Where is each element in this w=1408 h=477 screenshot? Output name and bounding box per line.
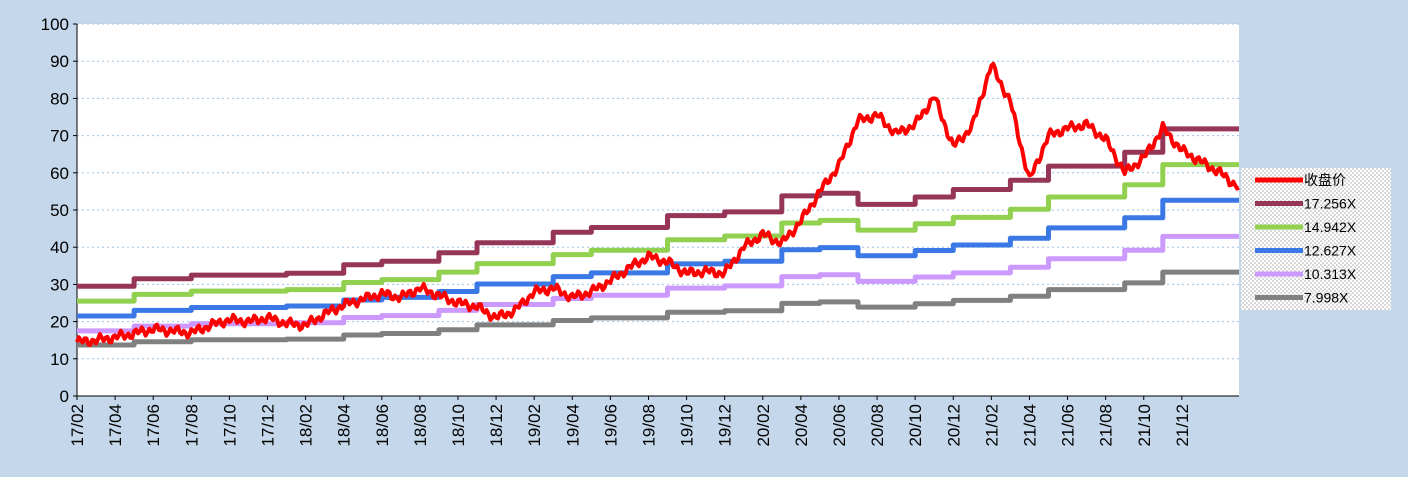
- y-tick-label: 100: [41, 15, 69, 34]
- series-line-0: [75, 61, 1240, 347]
- x-tick-label: 18/02: [297, 404, 316, 447]
- legend-label-3: 12.627X: [1304, 243, 1357, 259]
- x-tick-label: 18/06: [373, 404, 392, 447]
- y-tick-label: 40: [50, 238, 69, 257]
- x-tick-label: 20/08: [868, 404, 887, 447]
- x-tick-label: 21/02: [982, 404, 1001, 447]
- x-tick-label: 19/10: [678, 404, 697, 447]
- x-tick-label: 19/02: [525, 404, 544, 447]
- x-tick-label: 20/06: [830, 404, 849, 447]
- x-tick-label: 17/02: [68, 404, 87, 447]
- x-tick-label: 19/04: [563, 404, 582, 447]
- x-tick-label: 17/12: [258, 404, 277, 447]
- grid-lines: [77, 23, 1239, 360]
- x-tick-label: 19/06: [601, 404, 620, 447]
- y-tick-label: 60: [50, 164, 69, 183]
- x-tick-label: 20/12: [944, 404, 963, 447]
- x-tick-label: 21/12: [1173, 404, 1192, 447]
- y-tick-label: 0: [60, 387, 69, 406]
- x-tick-label: 18/10: [449, 404, 468, 447]
- x-tick-label: 17/10: [220, 404, 239, 447]
- legend-label-4: 10.313X: [1304, 266, 1357, 282]
- x-axis: 17/02 17/04 17/06 17/08 17/10 17/12 18/02 18/04…: [68, 395, 1239, 447]
- legend-label-0: 收盘价: [1304, 172, 1346, 188]
- x-tick-label: 17/04: [106, 404, 125, 447]
- legend-label-5: 7.998X: [1304, 290, 1349, 306]
- x-tick-label: 21/04: [1020, 404, 1039, 447]
- series-line-4: [77, 233, 1239, 334]
- x-tick-label: 21/06: [1059, 404, 1078, 447]
- legend-box: [1241, 168, 1391, 310]
- series-lines: [75, 61, 1240, 348]
- y-tick-label: 20: [50, 313, 69, 332]
- series-line-2: [77, 162, 1239, 304]
- x-tick-label: 19/08: [639, 404, 658, 447]
- x-tick-label: 20/04: [792, 404, 811, 447]
- y-tick-label: 80: [50, 89, 69, 108]
- y-tick-label: 70: [50, 127, 69, 146]
- x-tick-label: 21/08: [1097, 404, 1116, 447]
- legend: 收盘价 17.256X 14.942X 12.627X 10.313X 7.998X: [1241, 168, 1391, 310]
- legend-label-1: 17.256X: [1304, 196, 1357, 212]
- x-tick-label: 20/02: [754, 404, 773, 447]
- y-tick-label: 90: [50, 52, 69, 71]
- x-tick-label: 18/12: [487, 404, 506, 447]
- x-tick-label: 20/10: [906, 404, 925, 447]
- legend-label-2: 14.942X: [1304, 219, 1357, 235]
- x-tick-label: 21/10: [1135, 404, 1154, 447]
- y-tick-label: 30: [50, 275, 69, 294]
- x-tick-label: 19/12: [716, 404, 735, 447]
- series-line-5: [77, 269, 1239, 348]
- series-line-1: [77, 126, 1239, 289]
- x-tick-label: 17/08: [182, 404, 201, 447]
- x-tick-label: 18/08: [411, 404, 430, 447]
- x-tick-label: 18/04: [335, 404, 354, 447]
- y-tick-label: 10: [50, 350, 69, 369]
- y-axis: 0 10 20 30 40 50 60 70 80 90 100: [41, 15, 78, 406]
- y-tick-label: 50: [50, 201, 69, 220]
- x-tick-label: 17/06: [144, 404, 163, 447]
